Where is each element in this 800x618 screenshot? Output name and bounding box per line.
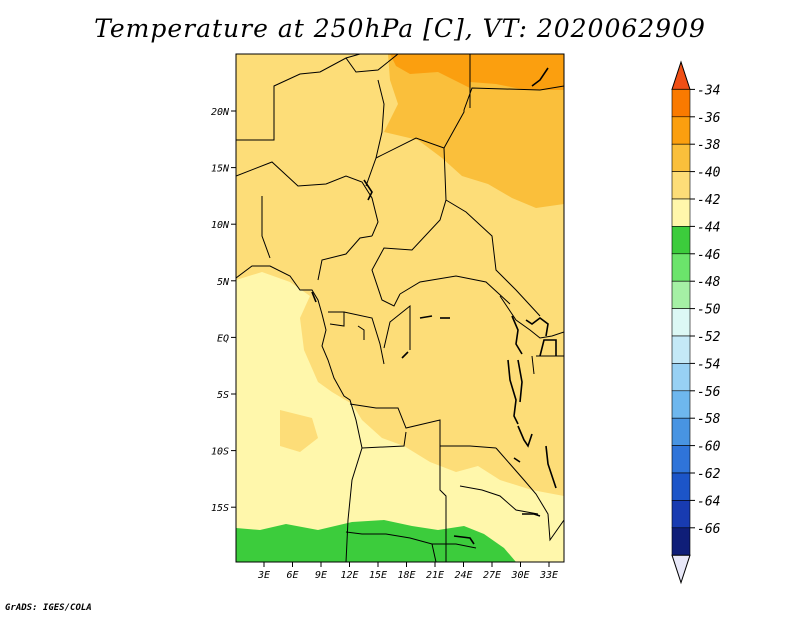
- lon-label: 15E: [369, 570, 387, 581]
- colorbar-swatch: [671, 335, 691, 364]
- lon-label: 24E: [454, 570, 472, 581]
- colorbar-swatch: [671, 89, 691, 118]
- colorbar-swatch: [671, 226, 691, 255]
- field-band-40-south-west: [280, 410, 318, 452]
- lon-label: 9E: [315, 570, 327, 581]
- colorbar-label: -52: [697, 330, 721, 345]
- colorbar-bottom-arrow: [671, 554, 691, 585]
- colorbar-label: -66: [697, 522, 721, 537]
- colorbar-label: -46: [697, 248, 721, 263]
- colorbar-swatch: [671, 280, 691, 309]
- colorbar-label: -42: [697, 193, 721, 208]
- lat-label: 20N: [211, 107, 230, 118]
- colorbar-swatch: [671, 500, 691, 529]
- lon-label: 30E: [510, 570, 529, 581]
- lon-label: 3E: [257, 570, 270, 581]
- colorbar-swatch: [671, 527, 691, 556]
- country-borders: [236, 54, 564, 562]
- colorbar-swatch: [671, 363, 691, 392]
- colorbar-swatch: [671, 472, 691, 501]
- colorbar-swatch: [671, 308, 691, 337]
- colorbar-swatch: [671, 445, 691, 474]
- lon-label: 33E: [539, 570, 558, 581]
- lat-label: 15N: [211, 164, 230, 175]
- colorbar-swatch: [671, 171, 691, 200]
- lat-label: 5N: [217, 277, 230, 288]
- lon-label: 18E: [397, 570, 415, 581]
- colorbar-label: -34: [697, 83, 720, 98]
- colorbar-label: -64: [697, 494, 720, 509]
- colorbar-swatch: [671, 417, 691, 446]
- lat-label: 10N: [211, 220, 230, 231]
- temperature-field: [236, 54, 564, 562]
- colorbar-label: -48: [697, 275, 721, 290]
- colorbar-label: -56: [697, 385, 721, 400]
- colorbar-swatch: [671, 390, 691, 419]
- grads-credit: GrADS: IGES/COLA: [5, 603, 92, 613]
- lat-label: 10S: [211, 447, 229, 458]
- colorbar-label: -58: [697, 412, 721, 427]
- colorbar-label: -40: [697, 166, 721, 181]
- colorbar: -34 -36 -38 -40 -42 -44 -46 -48 -50 -52 -54 -56 -58 -…: [671, 60, 721, 585]
- field-band-38: [384, 54, 564, 208]
- lon-label: 27E: [483, 570, 501, 581]
- colorbar-label: -44: [697, 220, 720, 235]
- colorbar-label: -54: [697, 357, 720, 372]
- colorbar-label: -60: [697, 440, 721, 455]
- lakes-and-coast-detail: [311, 67, 557, 545]
- longitude-axis: 3E 6E 9E 12E 15E 18E 21E 24E 27E 30E 33E: [257, 562, 558, 581]
- colorbar-label: -38: [697, 138, 721, 153]
- colorbar-label: -36: [697, 111, 721, 126]
- colorbar-swatch: [671, 198, 691, 227]
- lon-label: 12E: [340, 570, 358, 581]
- lon-label: 21E: [426, 570, 444, 581]
- latitude-axis: 20N 15N 10N 5N EQ 5S 10S 15S: [211, 107, 236, 514]
- lon-label: 6E: [286, 570, 298, 581]
- colorbar-label: -62: [697, 467, 721, 482]
- map-frame: [235, 53, 565, 563]
- colorbar-label: -50: [697, 303, 721, 318]
- field-band-36: [390, 54, 564, 90]
- colorbar-swatch: [671, 253, 691, 282]
- map-title: Temperature at 250hPa [C], VT: 202006290…: [94, 14, 706, 43]
- lat-label: EQ: [217, 333, 229, 344]
- colorbar-swatch: [671, 116, 691, 145]
- colorbar-swatch: [671, 143, 691, 172]
- colorbar-top-arrow: [671, 60, 691, 90]
- lat-label: 15S: [211, 503, 229, 514]
- lat-label: 5S: [217, 390, 229, 401]
